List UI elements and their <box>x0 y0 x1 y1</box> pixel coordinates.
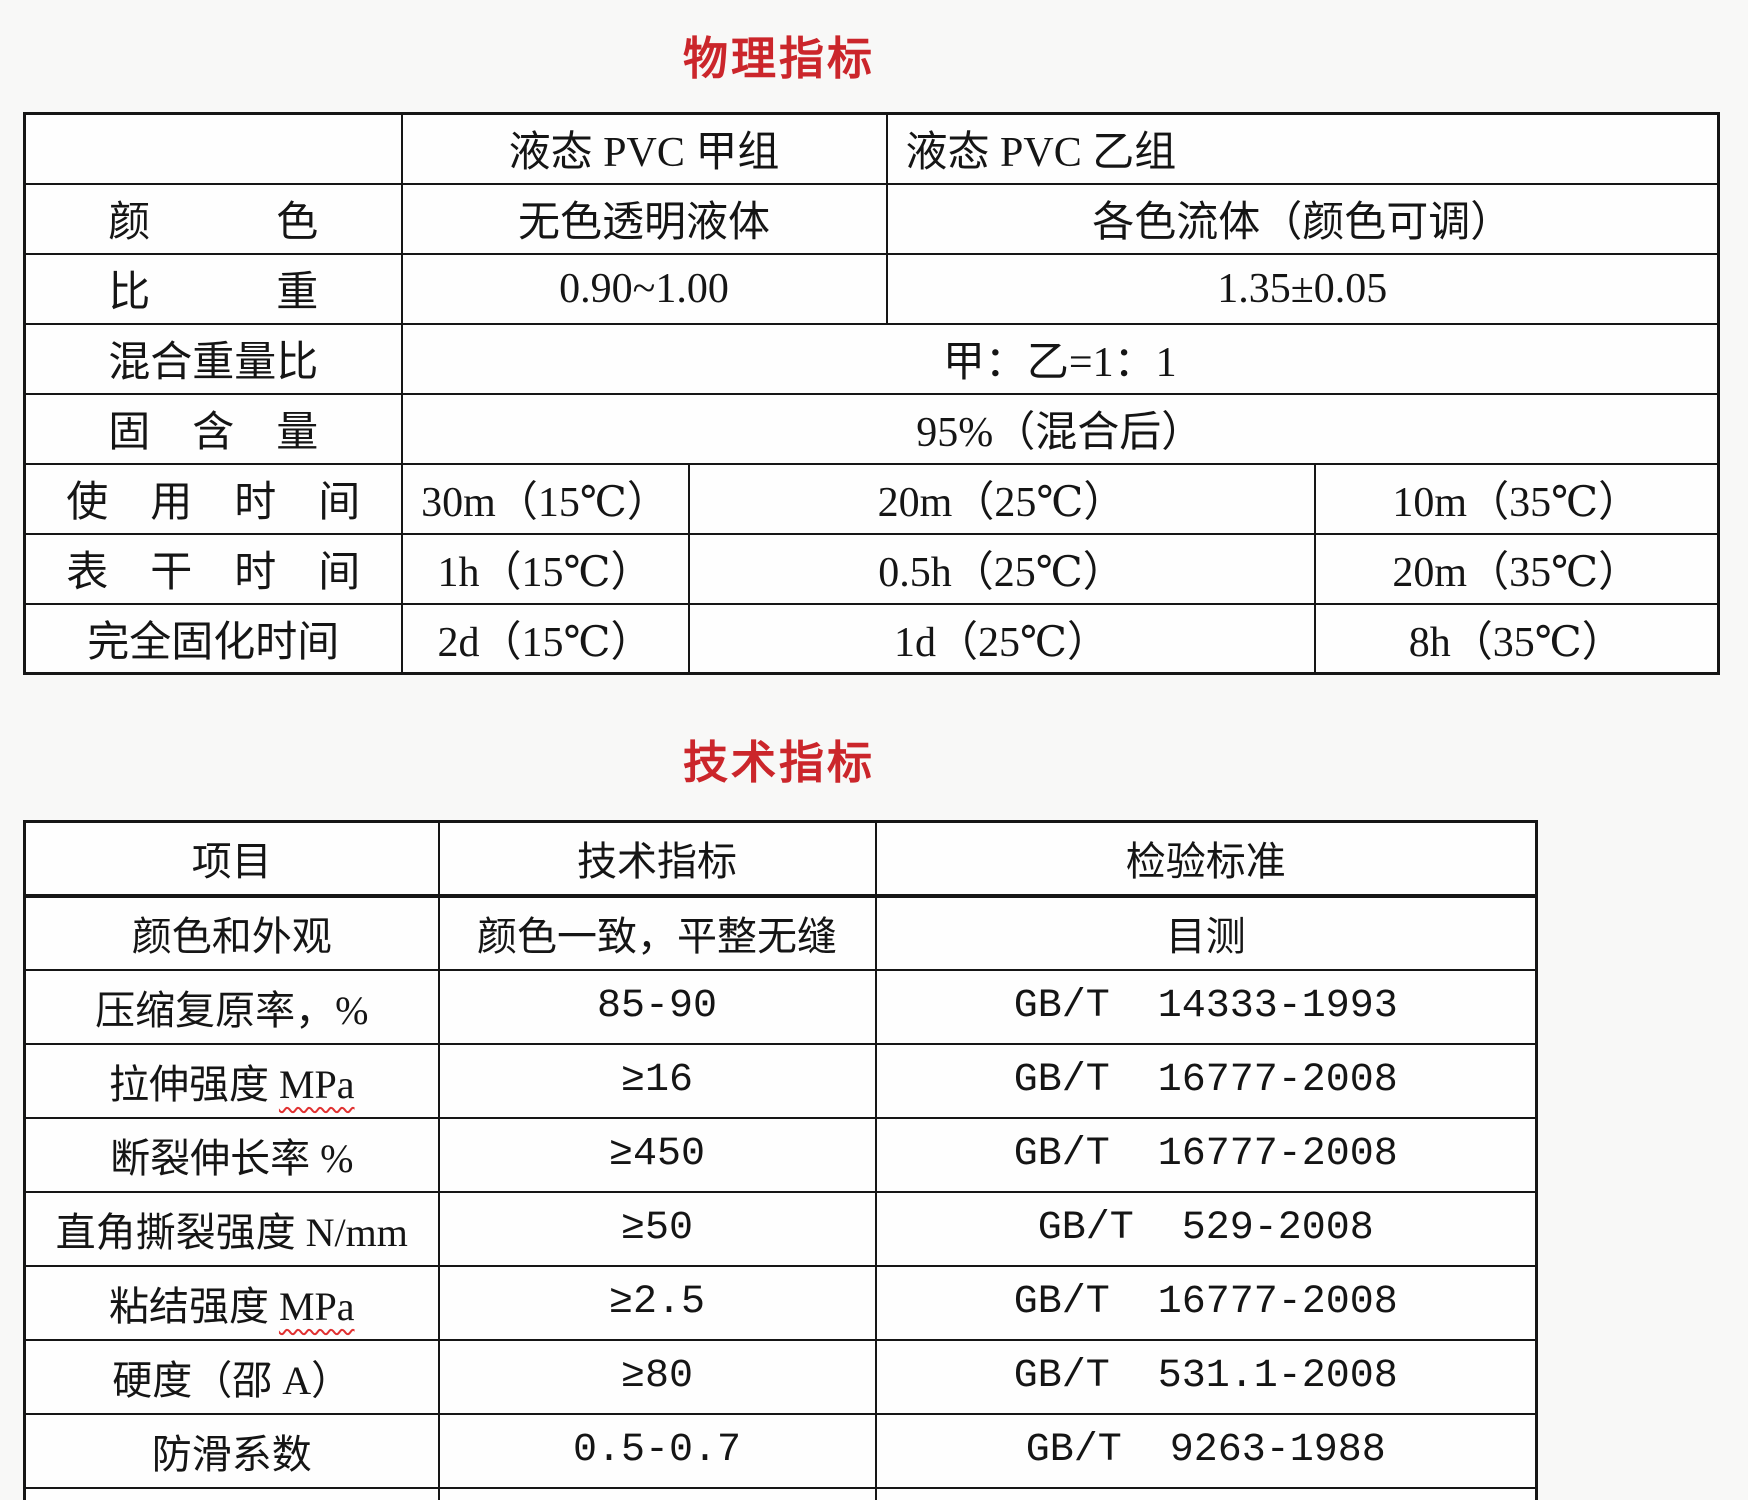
mix-ratio-value-cell: 甲：乙=1：1 <box>400 322 1720 395</box>
table-row: 粘结强度 MPa ≥2.5 GB/T 16777-2008 <box>23 1264 1538 1341</box>
pot-life-row-label: 使 用 时 间 <box>23 462 403 535</box>
mix-ratio-row-label: 混合重量比 <box>23 322 403 395</box>
header-group-b-cell: 液态 PVC 乙组 <box>885 112 1720 185</box>
table-row: 硬度（邵 A） ≥80 GB/T 531.1-2008 <box>23 1338 1538 1415</box>
table-row: 固 含 量 95%（混合后） <box>23 392 1720 465</box>
full-cure-35c-cell: 8h（35℃） <box>1313 602 1720 675</box>
tensile-strength-standard-cell: GB/T 16777-2008 <box>874 1042 1538 1119</box>
compression-recovery-row-label: 压缩复原率，% <box>23 968 440 1045</box>
cut-off-cell <box>874 1486 1538 1500</box>
physical-indicators-table: 液态 PVC 甲组 液态 PVC 乙组 颜 色 无色透明液体 各色流体（颜色可调… <box>23 112 1720 675</box>
bond-strength-unit-misspell-underline: MPa <box>278 1283 355 1329</box>
hardness-row-label: 硬度（邵 A） <box>23 1338 440 1415</box>
tensile-strength-row-label: 拉伸强度 MPa <box>23 1042 440 1119</box>
bond-strength-row-label: 粘结强度 MPa <box>23 1264 440 1341</box>
header-group-a-cell: 液态 PVC 甲组 <box>400 112 888 185</box>
bond-strength-standard-cell: GB/T 16777-2008 <box>874 1264 1538 1341</box>
color-group-a-cell: 无色透明液体 <box>400 182 888 255</box>
compression-recovery-standard-cell: GB/T 14333-1993 <box>874 968 1538 1045</box>
table-row: 断裂伸长率 % ≥450 GB/T 16777-2008 <box>23 1116 1538 1193</box>
hardness-standard-cell: GB/T 531.1-2008 <box>874 1338 1538 1415</box>
hardness-value-cell: ≥80 <box>437 1338 877 1415</box>
anti-slip-value-cell: 0.5-0.7 <box>437 1412 877 1489</box>
tensile-strength-unit-misspell-underline: MPa <box>278 1061 355 1107</box>
compression-recovery-value-cell: 85-90 <box>437 968 877 1045</box>
gravity-group-b-cell: 1.35±0.05 <box>885 252 1720 325</box>
surface-dry-35c-cell: 20m（35℃） <box>1313 532 1720 605</box>
header-corner-cell <box>23 112 403 185</box>
surface-dry-15c-cell: 1h（15℃） <box>400 532 690 605</box>
anti-slip-standard-cell: GB/T 9263-1988 <box>874 1412 1538 1489</box>
table-row: 完全固化时间 2d（15℃） 1d（25℃） 8h（35℃） <box>23 602 1720 675</box>
tear-strength-value-cell: ≥50 <box>437 1190 877 1267</box>
solid-content-row-label: 固 含 量 <box>23 392 403 465</box>
pot-life-15c-cell: 30m（15℃） <box>400 462 690 535</box>
technical-indicators-table: 项目 技术指标 检验标准 颜色和外观 颜色一致，平整无缝 目测 压缩复原率，% … <box>23 820 1538 1500</box>
tech-index-column-header: 技术指标 <box>437 820 877 898</box>
technical-indicators-title: 技术指标 <box>682 737 875 788</box>
pot-life-35c-cell: 10m（35℃） <box>1313 462 1720 535</box>
standard-column-header: 检验标准 <box>874 820 1538 898</box>
table-header-row: 项目 技术指标 检验标准 <box>23 820 1538 898</box>
appearance-standard-cell: 目测 <box>874 894 1538 971</box>
tear-strength-row-label: 直角撕裂强度 N/mm <box>23 1190 440 1267</box>
tensile-strength-value-cell: ≥16 <box>437 1042 877 1119</box>
table-row: 颜色和外观 颜色一致，平整无缝 目测 <box>23 894 1538 971</box>
full-cure-25c-cell: 1d（25℃） <box>687 602 1316 675</box>
elongation-value-cell: ≥450 <box>437 1116 877 1193</box>
surface-dry-25c-cell: 0.5h（25℃） <box>687 532 1316 605</box>
elongation-standard-cell: GB/T 16777-2008 <box>874 1116 1538 1193</box>
cut-off-table-row <box>23 1486 1538 1500</box>
gravity-row-label: 比 重 <box>23 252 403 325</box>
table-row: 混合重量比 甲：乙=1：1 <box>23 322 1720 395</box>
color-group-b-cell: 各色流体（颜色可调） <box>885 182 1720 255</box>
tensile-strength-label-text: 拉伸强度 <box>108 1061 279 1107</box>
gravity-group-a-cell: 0.90~1.00 <box>400 252 888 325</box>
color-row-label: 颜 色 <box>23 182 403 255</box>
table-row: 液态 PVC 甲组 液态 PVC 乙组 <box>23 112 1720 185</box>
table-row: 直角撕裂强度 N/mm ≥50 GB/T 529-2008 <box>23 1190 1538 1267</box>
table-row: 比 重 0.90~1.00 1.35±0.05 <box>23 252 1720 325</box>
bond-strength-value-cell: ≥2.5 <box>437 1264 877 1341</box>
cut-off-cell <box>437 1486 877 1500</box>
solid-content-value-cell: 95%（混合后） <box>400 392 1720 465</box>
physical-indicators-title: 物理指标 <box>682 33 875 84</box>
cut-off-cell <box>23 1486 440 1500</box>
table-row: 压缩复原率，% 85-90 GB/T 14333-1993 <box>23 968 1538 1045</box>
surface-dry-row-label: 表 干 时 间 <box>23 532 403 605</box>
appearance-value-cell: 颜色一致，平整无缝 <box>437 894 877 971</box>
full-cure-15c-cell: 2d（15℃） <box>400 602 690 675</box>
tear-strength-standard-cell: GB/T 529-2008 <box>874 1190 1538 1267</box>
full-cure-row-label: 完全固化时间 <box>23 602 403 675</box>
technical-table-clip-region: 项目 技术指标 检验标准 颜色和外观 颜色一致，平整无缝 目测 压缩复原率，% … <box>23 820 1543 1500</box>
appearance-row-label: 颜色和外观 <box>23 894 440 971</box>
pot-life-25c-cell: 20m（25℃） <box>687 462 1316 535</box>
table-row: 拉伸强度 MPa ≥16 GB/T 16777-2008 <box>23 1042 1538 1119</box>
table-row: 表 干 时 间 1h（15℃） 0.5h（25℃） 20m（35℃） <box>23 532 1720 605</box>
anti-slip-row-label: 防滑系数 <box>23 1412 440 1489</box>
item-column-header: 项目 <box>23 820 440 898</box>
table-row: 防滑系数 0.5-0.7 GB/T 9263-1988 <box>23 1412 1538 1489</box>
bond-strength-label-text: 粘结强度 <box>108 1283 279 1329</box>
elongation-row-label: 断裂伸长率 % <box>23 1116 440 1193</box>
table-row: 使 用 时 间 30m（15℃） 20m（25℃） 10m（35℃） <box>23 462 1720 535</box>
table-row: 颜 色 无色透明液体 各色流体（颜色可调） <box>23 182 1720 255</box>
